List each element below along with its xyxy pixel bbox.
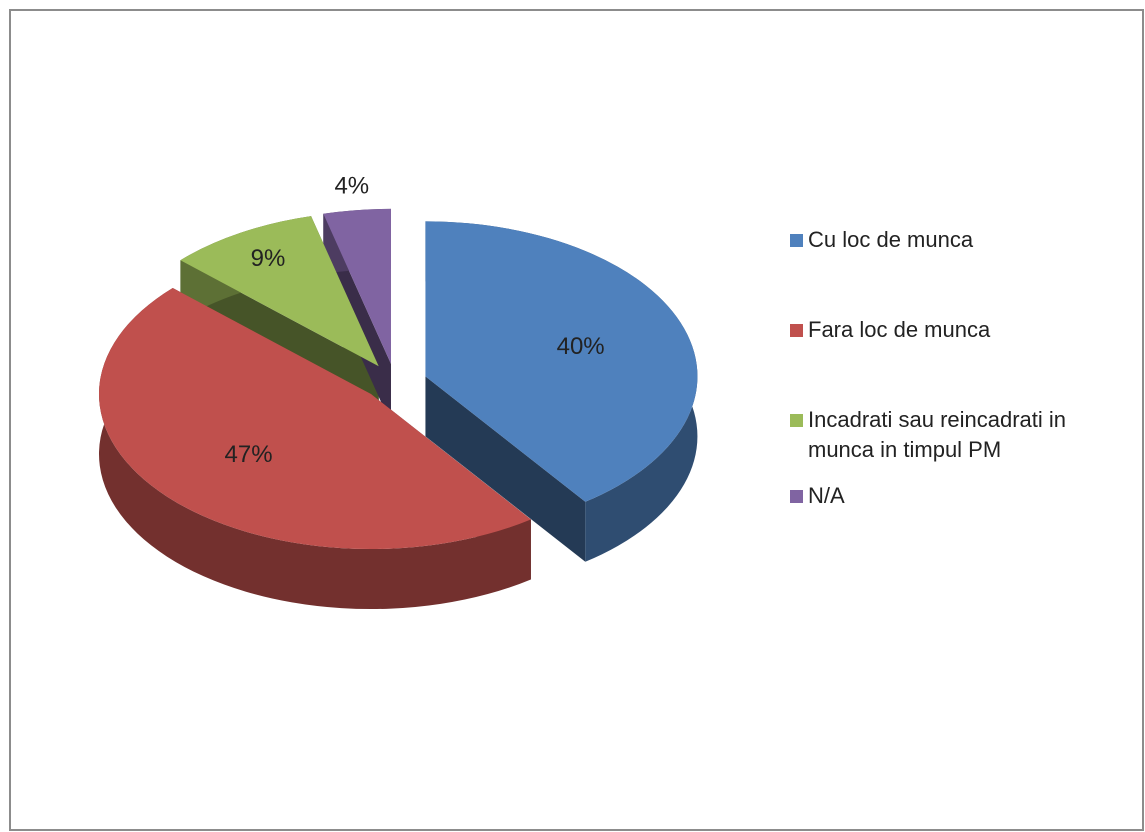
legend-item: Fara loc de munca (790, 315, 1120, 345)
slice (180, 216, 379, 367)
legend-item: Cu loc de munca (790, 225, 1120, 255)
slice-wall (98, 287, 531, 610)
legend-label: Cu loc de munca (808, 227, 974, 252)
pie-tops (98, 208, 698, 550)
slice (323, 208, 391, 364)
value-label: 9% (251, 245, 286, 272)
legend-swatch (790, 324, 803, 337)
value-label: 47% (225, 441, 273, 468)
value-label: 4% (334, 172, 369, 199)
legend: Cu loc de munca Fara loc de munca Incadrat… (790, 225, 1120, 571)
value-label: 40% (557, 333, 605, 360)
legend-label: Incadrati sau reincadrati in munca in ti… (808, 407, 1067, 462)
legend-swatch (790, 490, 803, 503)
legend-swatch (790, 414, 803, 427)
slice (425, 221, 698, 502)
legend-swatch (790, 234, 803, 247)
legend-label: N/A (808, 483, 845, 508)
legend-item: N/A (790, 481, 1120, 511)
slice-side (425, 376, 586, 562)
legend-label: Fara loc de munca (808, 317, 991, 342)
value-labels: 40% 47% 9% 4% (225, 172, 605, 467)
legend-item: Incadrati sau reincadrati in munca in ti… (790, 405, 1120, 465)
slice (98, 287, 531, 550)
